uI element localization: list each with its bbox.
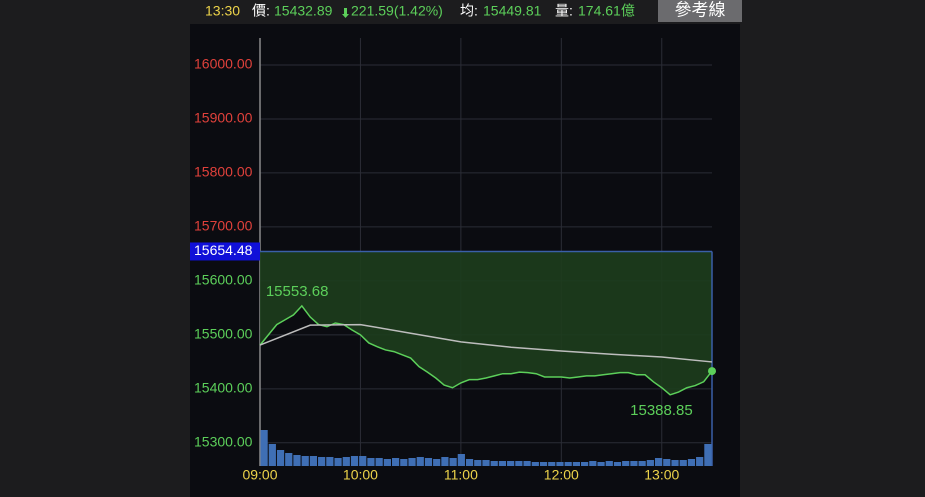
price-line bbox=[259, 323, 713, 363]
volume-bar bbox=[498, 461, 507, 466]
price-label: 價: bbox=[252, 3, 270, 19]
change: 221.59(1.42%) bbox=[351, 3, 443, 19]
volume-bar bbox=[687, 459, 696, 466]
x-tick-label: 11:00 bbox=[444, 467, 478, 483]
volume-bar bbox=[285, 453, 293, 466]
volume-bar bbox=[449, 458, 457, 466]
volume-bar bbox=[309, 456, 318, 466]
volume-bar bbox=[350, 456, 359, 466]
reference-button[interactable] bbox=[658, 0, 742, 22]
volume-bar bbox=[572, 462, 581, 466]
volume-bar bbox=[465, 459, 474, 466]
volume-bar bbox=[581, 462, 589, 466]
reference-label: 15654.48 bbox=[194, 242, 253, 258]
x-tick-label: 13:00 bbox=[644, 467, 679, 483]
volume-label: 量: bbox=[555, 3, 573, 19]
volume-bar bbox=[654, 458, 663, 466]
volume-bar bbox=[474, 460, 482, 466]
price: 15432.89 bbox=[274, 3, 333, 19]
volume-bar bbox=[556, 462, 564, 466]
volume-bar bbox=[375, 458, 383, 466]
volume-bar bbox=[613, 462, 622, 466]
low-label: 15388.85 bbox=[630, 402, 693, 419]
volume-bar bbox=[260, 430, 268, 466]
volume-bar bbox=[646, 460, 654, 466]
y-tick-label: 15800.00 bbox=[194, 164, 253, 180]
volume-bar bbox=[638, 461, 646, 466]
volume-bar bbox=[622, 461, 630, 466]
volume-bar bbox=[391, 458, 400, 466]
price-line bbox=[259, 304, 713, 396]
y-tick-label: 15400.00 bbox=[194, 380, 253, 396]
volume-bar bbox=[490, 461, 498, 466]
volume-bar bbox=[276, 450, 285, 466]
reference-area bbox=[260, 251, 712, 395]
y-tick-label: 15300.00 bbox=[194, 433, 253, 449]
volume-bar bbox=[457, 454, 465, 466]
reference-button-label[interactable]: 參考線 bbox=[675, 0, 726, 19]
volume-bar bbox=[334, 458, 342, 466]
volume-bar bbox=[342, 457, 350, 466]
volume-bar bbox=[301, 456, 309, 466]
volume-bar bbox=[630, 461, 638, 466]
y-tick-label: 15500.00 bbox=[194, 326, 253, 342]
y-tick-label: 15900.00 bbox=[194, 110, 253, 126]
volume-bar bbox=[441, 457, 449, 466]
x-tick-label: 12:00 bbox=[544, 467, 579, 483]
volume-bar bbox=[326, 457, 334, 466]
volume-bar bbox=[268, 444, 276, 466]
volume-bar bbox=[383, 459, 391, 466]
reference-label-box bbox=[190, 242, 260, 261]
volume-bar bbox=[416, 457, 424, 466]
volume-bar bbox=[564, 462, 572, 466]
volume-bar bbox=[539, 462, 548, 466]
volume-bar bbox=[424, 458, 433, 466]
volume-bar bbox=[531, 462, 539, 466]
y-tick-label: 15700.00 bbox=[194, 218, 253, 234]
volume: 174.61億 bbox=[578, 3, 635, 19]
last-point bbox=[708, 367, 716, 376]
volume-bar bbox=[482, 460, 490, 466]
volume-bar bbox=[408, 458, 416, 466]
volume-bar bbox=[548, 462, 556, 466]
y-tick-label: 16000.00 bbox=[194, 56, 253, 72]
volume-bar bbox=[696, 457, 704, 466]
x-tick-label: 10:00 bbox=[343, 467, 378, 483]
volume-bar bbox=[515, 461, 523, 466]
avg: 15449.81 bbox=[483, 3, 542, 19]
volume-bar bbox=[359, 456, 367, 466]
plot: 15300.00 15400.00 15500.00 15600.00 15700.00… bbox=[190, 38, 716, 483]
avg-label: 均: bbox=[460, 3, 478, 19]
volume-bar bbox=[433, 459, 441, 466]
volume-bar bbox=[507, 461, 515, 466]
volume-bar bbox=[367, 458, 375, 466]
time: 13:30 bbox=[205, 3, 240, 19]
volume-bar bbox=[679, 460, 687, 466]
volume-bar bbox=[293, 455, 301, 466]
x-tick-label: 09:00 bbox=[242, 467, 277, 483]
volume-bar bbox=[400, 459, 408, 466]
volume-bar bbox=[597, 462, 605, 466]
volume-bar bbox=[663, 459, 671, 466]
volume-bar bbox=[605, 461, 613, 466]
volume-bar bbox=[671, 460, 679, 466]
volume-bar bbox=[589, 461, 597, 466]
volume-bar bbox=[523, 461, 531, 466]
down-arrow bbox=[342, 8, 349, 18]
y-tick-label: 15600.00 bbox=[194, 272, 253, 288]
volume-bar bbox=[704, 444, 712, 466]
high-label: 15553.68 bbox=[266, 283, 329, 300]
volume-bar bbox=[318, 457, 326, 466]
